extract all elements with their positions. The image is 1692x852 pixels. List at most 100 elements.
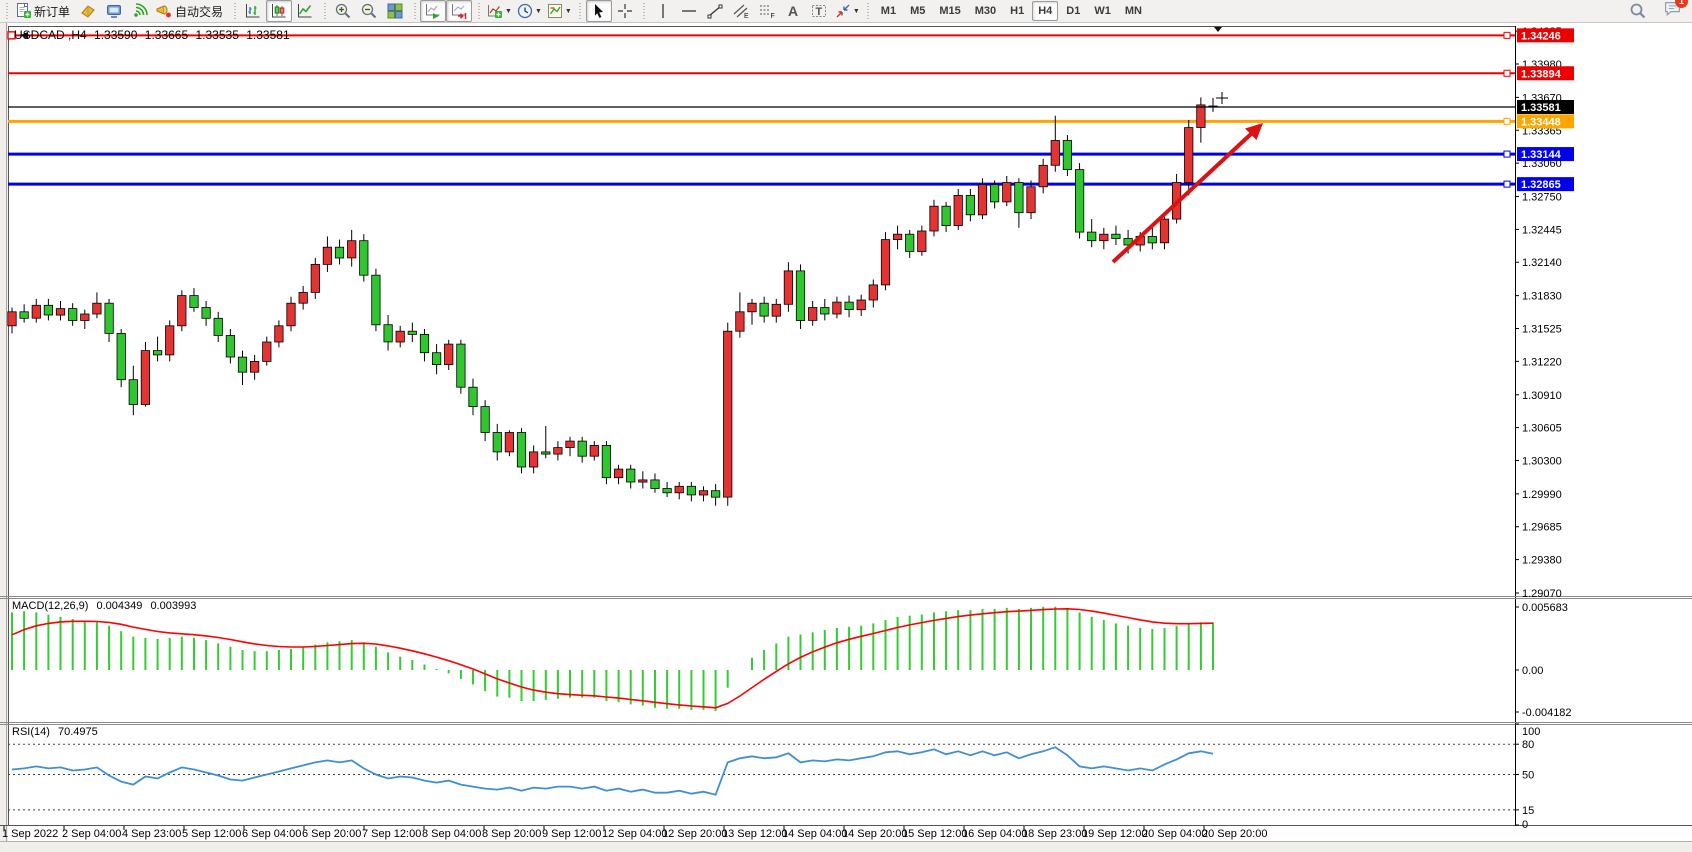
clock-icon xyxy=(517,3,533,19)
auto-scroll-icon xyxy=(426,4,440,19)
svg-text:4 Sep 23:00: 4 Sep 23:00 xyxy=(122,828,181,840)
arrows-icon xyxy=(836,4,850,18)
toolbar-grip xyxy=(865,3,871,19)
svg-text:12 Sep 20:00: 12 Sep 20:00 xyxy=(662,828,727,840)
toolbar-grip xyxy=(577,3,583,19)
trend-arrow[interactable] xyxy=(1111,123,1263,264)
templates-button[interactable]: ▼ xyxy=(544,0,574,22)
svg-text:2 Sep 04:00: 2 Sep 04:00 xyxy=(62,828,121,840)
timeframe-m1-button[interactable]: M1 xyxy=(880,5,897,17)
timeframe-d1-button[interactable]: D1 xyxy=(1066,5,1081,17)
community-button[interactable] xyxy=(101,0,127,22)
zoom-in-icon xyxy=(335,3,351,19)
arrows-button[interactable]: ▼ xyxy=(832,0,862,22)
text-button[interactable]: A xyxy=(780,0,806,22)
toolbar: 新订单 自动交易 ▼ ▼ ▼ E F A T ▼ M1 M5 M15 M30 H1 H4 D1 W1 MN 1 xyxy=(0,0,1692,23)
svg-text:0.005683: 0.005683 xyxy=(1522,602,1568,614)
svg-text:20 Sep 04:00: 20 Sep 04:00 xyxy=(1142,828,1207,840)
label-button[interactable]: T xyxy=(806,0,832,22)
line-chart-button[interactable] xyxy=(292,0,318,22)
price-badges: 1.34246 1.33894 1.33581 1.33448 1.33144 1.328… xyxy=(1517,28,1574,192)
svg-text:80: 80 xyxy=(1522,739,1534,751)
svg-text:1.32445: 1.32445 xyxy=(1522,224,1562,236)
svg-text:14 Sep 20:00: 14 Sep 20:00 xyxy=(842,828,907,840)
svg-text:A: A xyxy=(788,3,798,19)
autotrading-button-label: 自动交易 xyxy=(175,4,224,19)
svg-text:1.32140: 1.32140 xyxy=(1522,257,1562,269)
timeframe-m30-button[interactable]: M30 xyxy=(974,5,997,17)
chart-bars-icon xyxy=(246,4,260,18)
dropdown-caret-icon[interactable]: ▼ xyxy=(852,7,860,15)
svg-text:7 Sep 12:00: 7 Sep 12:00 xyxy=(362,828,421,840)
chart-shift-button[interactable] xyxy=(446,0,473,22)
toolbar-grip xyxy=(232,3,238,19)
bar-low: 1.33535 xyxy=(195,28,239,42)
rsi-indicator-label: RSI(14) 70.4975 xyxy=(12,726,103,738)
timeframe-m15-button[interactable]: M15 xyxy=(939,5,961,17)
signals-icon xyxy=(134,3,148,17)
crosshair-button[interactable] xyxy=(612,0,638,22)
svg-text:E: E xyxy=(744,13,749,20)
fibo-icon: F xyxy=(759,5,775,20)
zoom-out-button[interactable] xyxy=(356,0,382,22)
channel-button[interactable]: E xyxy=(728,0,754,22)
timeframe-mn-button[interactable]: MN xyxy=(1124,5,1142,17)
fibonacci-button[interactable]: F xyxy=(754,0,780,22)
dropdown-caret-icon[interactable]: ▼ xyxy=(505,7,512,15)
svg-text:13 Sep 12:00: 13 Sep 12:00 xyxy=(722,828,787,840)
search-button[interactable] xyxy=(1625,0,1651,22)
toolbar-grip xyxy=(4,3,9,19)
bar-close: 1.33581 xyxy=(246,28,290,42)
trendline-button[interactable] xyxy=(702,0,728,22)
periods-button[interactable]: ▼ xyxy=(514,0,544,22)
toolbar-grip xyxy=(476,3,482,19)
horizontal-line-button[interactable] xyxy=(676,0,702,22)
dropdown-caret-icon[interactable]: ▼ xyxy=(564,7,572,15)
zoom-in-button[interactable] xyxy=(330,0,356,22)
rsi-line xyxy=(11,746,1214,796)
svg-text:14 Sep 04:00: 14 Sep 04:00 xyxy=(782,828,847,840)
bar-chart-button[interactable] xyxy=(240,0,266,22)
pane-borders xyxy=(0,26,1692,826)
timeframe-w1-button[interactable]: W1 xyxy=(1094,5,1111,17)
community-icon xyxy=(107,5,122,18)
status-bar xyxy=(0,841,1692,852)
time-axis: 1 Sep 2022 2 Sep 04:00 4 Sep 23:00 5 Sep 12… xyxy=(2,826,1267,840)
tile-windows-button[interactable] xyxy=(382,0,408,22)
rsi-value: 70.4975 xyxy=(57,726,98,738)
line-handle[interactable] xyxy=(7,31,16,40)
auto-scroll-button[interactable] xyxy=(420,0,447,22)
market-watch-button[interactable] xyxy=(75,0,101,22)
cursor-button[interactable] xyxy=(585,0,612,22)
timeframe-h1-button[interactable]: H1 xyxy=(1010,5,1025,17)
candle-chart-button[interactable] xyxy=(266,0,293,22)
signals-button[interactable] xyxy=(127,0,153,22)
indicators-button[interactable]: ▼ xyxy=(484,0,514,22)
chart-shift-icon xyxy=(452,4,467,19)
svg-text:19 Sep 12:00: 19 Sep 12:00 xyxy=(1082,828,1147,840)
new-order-button-label: 新订单 xyxy=(34,4,71,19)
vertical-line-button[interactable] xyxy=(650,0,676,22)
macd-indicator-label: MACD(12,26,9) 0.004349 0.003993 xyxy=(12,600,201,612)
svg-text:1.31830: 1.31830 xyxy=(1522,291,1562,303)
timeframe-m5-button[interactable]: M5 xyxy=(910,5,926,17)
svg-text:20 Sep 20:00: 20 Sep 20:00 xyxy=(1202,828,1267,840)
svg-text:1.32750: 1.32750 xyxy=(1522,192,1562,204)
timeframe-h4-button[interactable]: H4 xyxy=(1032,1,1059,21)
svg-text:1.29070: 1.29070 xyxy=(1522,588,1562,600)
svg-text:16 Sep 04:00: 16 Sep 04:00 xyxy=(962,828,1027,840)
chart-shift-marker[interactable] xyxy=(1214,27,1222,32)
autotrading-button[interactable]: 自动交易 xyxy=(153,0,228,22)
notifications-button[interactable]: 1 xyxy=(1663,0,1688,23)
svg-text:50: 50 xyxy=(1522,770,1534,782)
new-order-button[interactable]: 新订单 xyxy=(12,0,75,22)
svg-text:1.30605: 1.30605 xyxy=(1522,423,1562,435)
horizontal-lines[interactable] xyxy=(8,31,1515,188)
rsi-name: RSI(14) xyxy=(12,726,50,738)
svg-text:1.29685: 1.29685 xyxy=(1522,522,1562,534)
dropdown-caret-icon[interactable]: ▼ xyxy=(534,7,542,15)
svg-text:-0.004182: -0.004182 xyxy=(1522,707,1572,719)
search-icon xyxy=(1630,3,1646,19)
svg-text:1.29990: 1.29990 xyxy=(1522,489,1562,501)
